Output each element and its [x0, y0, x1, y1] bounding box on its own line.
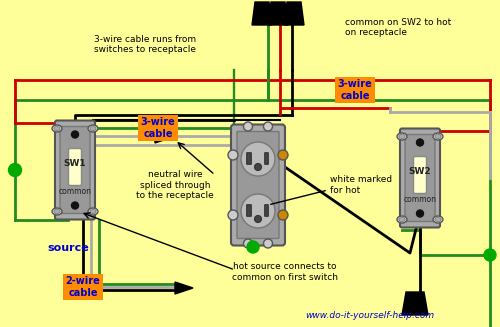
Text: source: source — [47, 243, 89, 253]
Ellipse shape — [399, 217, 405, 221]
Text: 3-wire
cable: 3-wire cable — [338, 79, 372, 101]
Polygon shape — [284, 2, 304, 25]
Ellipse shape — [399, 134, 405, 139]
Text: 3-wire
cable: 3-wire cable — [140, 117, 175, 139]
Polygon shape — [155, 131, 173, 143]
FancyBboxPatch shape — [68, 148, 82, 185]
Polygon shape — [268, 2, 288, 25]
Ellipse shape — [54, 127, 60, 130]
Circle shape — [247, 241, 259, 253]
FancyBboxPatch shape — [400, 129, 440, 228]
Polygon shape — [175, 282, 193, 294]
Ellipse shape — [54, 210, 60, 214]
Ellipse shape — [52, 208, 62, 215]
Circle shape — [241, 194, 275, 228]
Circle shape — [228, 210, 238, 220]
Circle shape — [484, 249, 496, 261]
FancyBboxPatch shape — [414, 157, 426, 194]
FancyBboxPatch shape — [264, 153, 268, 164]
Text: SW1: SW1 — [64, 159, 86, 167]
Circle shape — [254, 215, 262, 222]
Circle shape — [416, 210, 424, 217]
Ellipse shape — [90, 127, 96, 130]
Circle shape — [72, 202, 78, 209]
Text: white marked
for hot: white marked for hot — [330, 175, 392, 195]
Circle shape — [264, 239, 272, 248]
Text: common on SW2 to hot
on receptacle: common on SW2 to hot on receptacle — [345, 18, 451, 37]
Text: neutral wire
spliced through
to the receptacle: neutral wire spliced through to the rece… — [136, 170, 214, 200]
FancyBboxPatch shape — [237, 131, 279, 238]
Ellipse shape — [52, 125, 62, 132]
FancyBboxPatch shape — [231, 125, 285, 246]
Ellipse shape — [435, 134, 441, 139]
Polygon shape — [402, 292, 428, 315]
Circle shape — [244, 122, 252, 131]
Text: 2-wire
cable: 2-wire cable — [66, 276, 100, 298]
Ellipse shape — [433, 133, 443, 140]
Circle shape — [72, 131, 78, 138]
Ellipse shape — [88, 125, 98, 132]
Text: SW2: SW2 — [408, 166, 432, 176]
FancyBboxPatch shape — [246, 153, 252, 164]
Ellipse shape — [397, 216, 407, 223]
Text: common: common — [404, 196, 436, 204]
Text: www.do-it-yourself-help.com: www.do-it-yourself-help.com — [306, 311, 434, 319]
FancyBboxPatch shape — [246, 205, 252, 216]
Ellipse shape — [435, 217, 441, 221]
Circle shape — [278, 150, 288, 160]
FancyBboxPatch shape — [60, 127, 90, 214]
Text: hot source connects to
common on first switch: hot source connects to common on first s… — [232, 262, 338, 282]
Circle shape — [241, 142, 275, 176]
FancyBboxPatch shape — [264, 205, 268, 216]
Text: 3-wire cable runs from
switches to receptacle: 3-wire cable runs from switches to recep… — [94, 35, 196, 54]
FancyBboxPatch shape — [405, 134, 435, 221]
Circle shape — [416, 139, 424, 146]
Text: common: common — [58, 187, 92, 197]
FancyBboxPatch shape — [55, 121, 95, 219]
Circle shape — [264, 122, 272, 131]
Circle shape — [228, 150, 238, 160]
Ellipse shape — [397, 133, 407, 140]
Ellipse shape — [433, 216, 443, 223]
Circle shape — [254, 164, 262, 170]
Polygon shape — [252, 2, 272, 25]
Circle shape — [8, 164, 22, 177]
Circle shape — [278, 210, 288, 220]
Ellipse shape — [88, 208, 98, 215]
Ellipse shape — [90, 210, 96, 214]
Circle shape — [244, 239, 252, 248]
